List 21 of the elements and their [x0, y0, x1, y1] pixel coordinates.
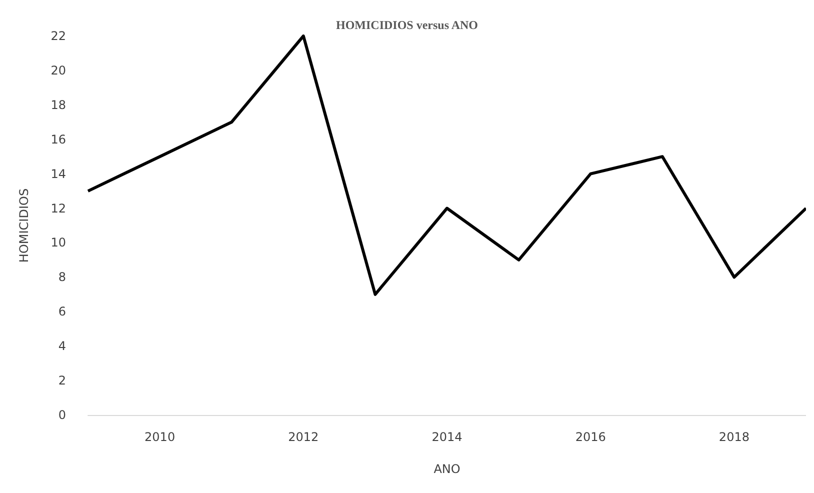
y-tick-label: 6 — [58, 304, 66, 319]
y-tick-label: 0 — [58, 408, 66, 422]
x-tick-label: 2012 — [288, 430, 319, 444]
y-tick-label: 14 — [50, 166, 66, 181]
y-tick-label: 18 — [50, 98, 66, 112]
x-tick-label: 2010 — [144, 430, 176, 444]
y-tick-label: 8 — [58, 270, 66, 284]
x-tick-label: 2016 — [575, 430, 606, 444]
y-tick-label: 10 — [50, 236, 66, 250]
x-axis-title: ANO — [434, 462, 460, 476]
y-tick-label: 22 — [50, 29, 66, 43]
y-axis-title: HOMICIDIOS — [17, 188, 31, 263]
y-tick-label: 16 — [50, 132, 66, 146]
y-tick-label: 12 — [50, 201, 66, 216]
x-tick-label: 2018 — [718, 430, 750, 444]
chart-title: HOMICIDIOS versus ANO — [336, 18, 478, 32]
y-tick-label: 20 — [50, 63, 66, 78]
line-series — [86, 34, 806, 296]
y-tick-label: 4 — [58, 339, 66, 354]
y-tick-label: 2 — [58, 374, 66, 388]
x-tick-label: 2014 — [432, 430, 462, 444]
